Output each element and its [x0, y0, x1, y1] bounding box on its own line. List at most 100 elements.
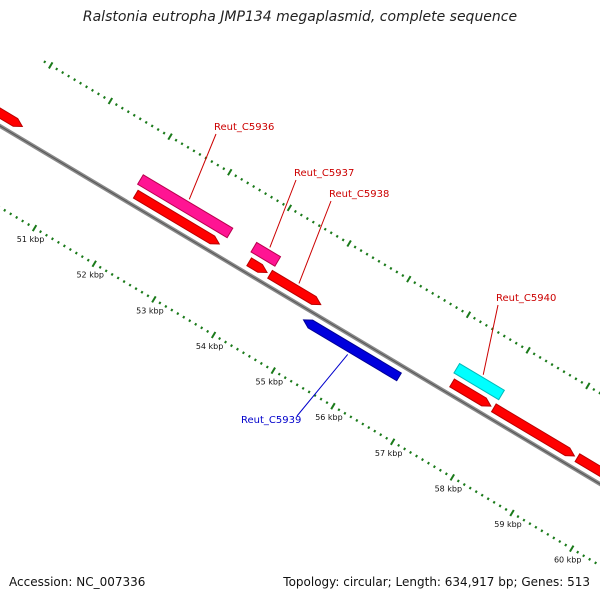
minor-tick	[355, 418, 359, 422]
minor-tick	[45, 233, 48, 237]
minor-tick	[486, 497, 490, 501]
gene-unnamed-0[interactable]	[0, 101, 24, 128]
minor-tick	[353, 245, 357, 249]
minor-tick	[164, 304, 168, 309]
gene-label-Reut_C5938[interactable]: Reut_C5938	[329, 189, 389, 200]
rna-feature-Reut_C5940[interactable]	[453, 362, 506, 401]
minor-tick	[230, 344, 233, 348]
minor-tick	[126, 110, 130, 114]
gene-label-Reut_C5940[interactable]: Reut_C5940	[496, 293, 556, 304]
minor-tick	[532, 352, 536, 356]
major-tick	[286, 204, 293, 212]
minor-tick	[365, 252, 369, 256]
minor-tick	[128, 283, 132, 287]
gene-Reut_C5940[interactable]	[449, 378, 492, 407]
minor-tick	[15, 215, 19, 219]
ruler-label-57: 57 kbp	[375, 449, 403, 458]
minor-tick	[520, 345, 524, 349]
minor-tick	[361, 422, 365, 426]
minor-tick	[522, 518, 526, 522]
ruler-label-54: 54 kbp	[196, 342, 224, 351]
major-tick	[210, 331, 217, 339]
gene-Reut_C5938[interactable]	[267, 269, 322, 306]
minor-tick	[122, 280, 126, 284]
minor-tick	[556, 366, 560, 370]
rna-feature-Reut_C5936[interactable]	[136, 174, 234, 239]
gene-Reut_C5937[interactable]	[246, 257, 268, 274]
minor-tick	[498, 504, 502, 508]
gene-label-Reut_C5937[interactable]: Reut_C5937	[294, 168, 354, 179]
minor-tick	[337, 408, 341, 412]
minor-tick	[150, 124, 154, 128]
minor-tick	[323, 227, 327, 231]
minor-tick	[61, 71, 65, 75]
minor-tick	[562, 370, 566, 374]
minor-tick	[79, 81, 83, 85]
minor-tick	[188, 319, 192, 323]
minor-tick	[114, 103, 118, 107]
minor-tick	[98, 265, 102, 269]
minor-tick	[546, 532, 550, 536]
minor-tick	[319, 397, 323, 401]
major-tick	[48, 61, 54, 69]
minor-tick	[528, 522, 532, 526]
minor-tick	[371, 256, 375, 260]
minor-tick	[395, 270, 399, 274]
minor-tick	[138, 117, 142, 121]
topology-summary: Topology: circular; Length: 634,917 bp; …	[283, 575, 590, 589]
minor-tick	[116, 276, 120, 280]
major-tick	[107, 97, 114, 105]
minor-tick	[276, 199, 279, 203]
rna-feature-Reut_C5937[interactable]	[250, 241, 282, 267]
gene-Reut_C5936[interactable]	[132, 189, 221, 245]
minor-tick	[425, 288, 429, 292]
minor-tick	[307, 390, 311, 394]
minor-tick	[367, 426, 371, 430]
gene-label-Reut_C5936[interactable]: Reut_C5936	[214, 122, 274, 133]
minor-tick	[379, 433, 383, 437]
ruler-label-60: 60 kbp	[554, 556, 582, 565]
major-tick	[389, 438, 396, 446]
ruler-label-53: 53 kbp	[136, 306, 164, 315]
minor-tick	[508, 338, 512, 342]
callout-line-Reut_C5940	[482, 304, 499, 375]
minor-tick	[198, 152, 202, 156]
minor-tick	[91, 88, 94, 92]
gene-label-Reut_C5939[interactable]: Reut_C5939	[241, 415, 301, 426]
minor-tick	[576, 550, 580, 554]
minor-tick	[492, 500, 496, 504]
minor-tick	[403, 447, 407, 451]
gene-Reut_C5939[interactable]	[302, 319, 402, 382]
gene-unnamed-7[interactable]	[574, 453, 600, 486]
minor-tick	[259, 361, 263, 365]
minor-tick	[397, 443, 401, 447]
major-tick	[569, 545, 575, 553]
minor-tick	[444, 472, 448, 476]
minor-tick	[502, 334, 506, 338]
major-tick	[449, 473, 455, 481]
minor-tick	[335, 234, 339, 238]
minor-tick	[564, 543, 568, 547]
minor-tick	[206, 329, 210, 333]
minor-tick	[329, 231, 333, 235]
minor-tick	[421, 458, 424, 462]
gene-unnamed-6[interactable]	[490, 403, 576, 457]
minor-tick	[373, 429, 377, 433]
minor-tick	[558, 539, 562, 544]
major-tick	[406, 275, 412, 283]
minor-tick	[484, 323, 488, 327]
minor-tick	[170, 308, 174, 312]
minor-tick	[224, 340, 228, 344]
minor-tick	[39, 230, 42, 234]
minor-tick	[246, 181, 250, 185]
minor-tick	[341, 238, 345, 242]
minor-tick	[162, 131, 166, 135]
major-tick	[91, 260, 97, 268]
accession-text: Accession: NC_007336	[9, 575, 146, 589]
minor-tick	[516, 515, 520, 519]
minor-tick	[437, 295, 441, 299]
minor-tick	[514, 341, 518, 345]
minor-tick	[534, 525, 538, 529]
minor-tick	[265, 365, 269, 369]
